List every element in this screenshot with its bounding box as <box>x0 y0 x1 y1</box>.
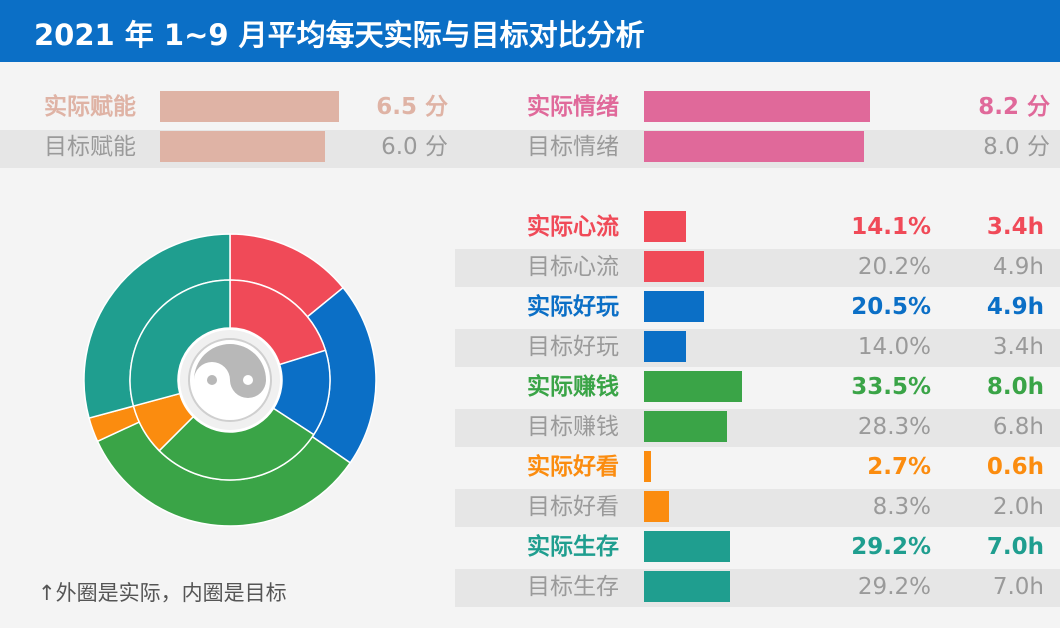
category-label: 实际赚钱 <box>527 374 619 400</box>
score-label: 目标赋能 <box>44 134 136 160</box>
category-bar <box>644 411 728 442</box>
category-hours: 3.4h <box>992 334 1044 360</box>
category-percent: 29.2% <box>851 534 931 560</box>
score-bar <box>160 91 339 122</box>
chart-note: ↑外圈是实际，内圈是目标 <box>38 581 287 605</box>
category-label: 目标好玩 <box>527 334 619 360</box>
category-hours: 7.0h <box>992 574 1044 600</box>
category-hours: 7.0h <box>986 534 1044 560</box>
score-bar <box>160 131 325 162</box>
category-hours: 6.8h <box>992 414 1044 440</box>
category-label: 实际好玩 <box>527 294 619 320</box>
score-bar <box>644 91 870 122</box>
category-bar <box>644 211 686 242</box>
category-bar <box>644 331 686 362</box>
score-label: 目标情绪 <box>527 134 619 160</box>
category-bar <box>644 251 705 282</box>
category-label: 目标赚钱 <box>527 414 619 440</box>
category-bar <box>644 371 742 402</box>
header-bar: 2021 年 1~9 月平均每天实际与目标对比分析 <box>0 0 1060 62</box>
category-percent: 14.1% <box>851 214 931 240</box>
category-label: 实际生存 <box>527 534 619 560</box>
category-bar <box>644 491 669 522</box>
category-label: 目标生存 <box>527 574 619 600</box>
category-hours: 4.9h <box>992 254 1044 280</box>
row-background <box>455 249 1060 287</box>
category-percent: 29.2% <box>857 574 931 600</box>
category-hours: 8.0h <box>986 374 1044 400</box>
score-label: 实际情绪 <box>527 94 619 120</box>
category-bar <box>644 451 652 482</box>
score-bar <box>644 131 864 162</box>
category-label: 目标好看 <box>527 494 619 520</box>
category-hours: 2.0h <box>992 494 1044 520</box>
row-background <box>455 569 1060 607</box>
category-label: 实际心流 <box>527 214 619 240</box>
donut-chart <box>83 233 377 527</box>
category-bar <box>644 571 730 602</box>
yin-yang-icon <box>178 328 282 432</box>
category-hours: 0.6h <box>986 454 1044 480</box>
category-label: 实际好看 <box>527 454 619 480</box>
category-bar <box>644 531 730 562</box>
category-percent: 28.3% <box>857 414 931 440</box>
score-label: 实际赋能 <box>44 94 136 120</box>
category-hours: 3.4h <box>986 214 1044 240</box>
category-percent: 2.7% <box>867 454 931 480</box>
row-background <box>455 489 1060 527</box>
page-title: 2021 年 1~9 月平均每天实际与目标对比分析 <box>34 18 645 52</box>
score-value: 6.5 分 <box>376 94 448 120</box>
category-hours: 4.9h <box>986 294 1044 320</box>
row-background <box>455 409 1060 447</box>
category-percent: 14.0% <box>857 334 931 360</box>
category-label: 目标心流 <box>527 254 619 280</box>
category-percent: 33.5% <box>851 374 931 400</box>
score-value: 8.0 分 <box>983 134 1050 160</box>
score-value: 6.0 分 <box>381 134 448 160</box>
score-value: 8.2 分 <box>978 94 1050 120</box>
category-percent: 8.3% <box>872 494 931 520</box>
category-bar <box>644 291 705 322</box>
category-percent: 20.5% <box>851 294 931 320</box>
row-background <box>455 329 1060 367</box>
category-percent: 20.2% <box>857 254 931 280</box>
